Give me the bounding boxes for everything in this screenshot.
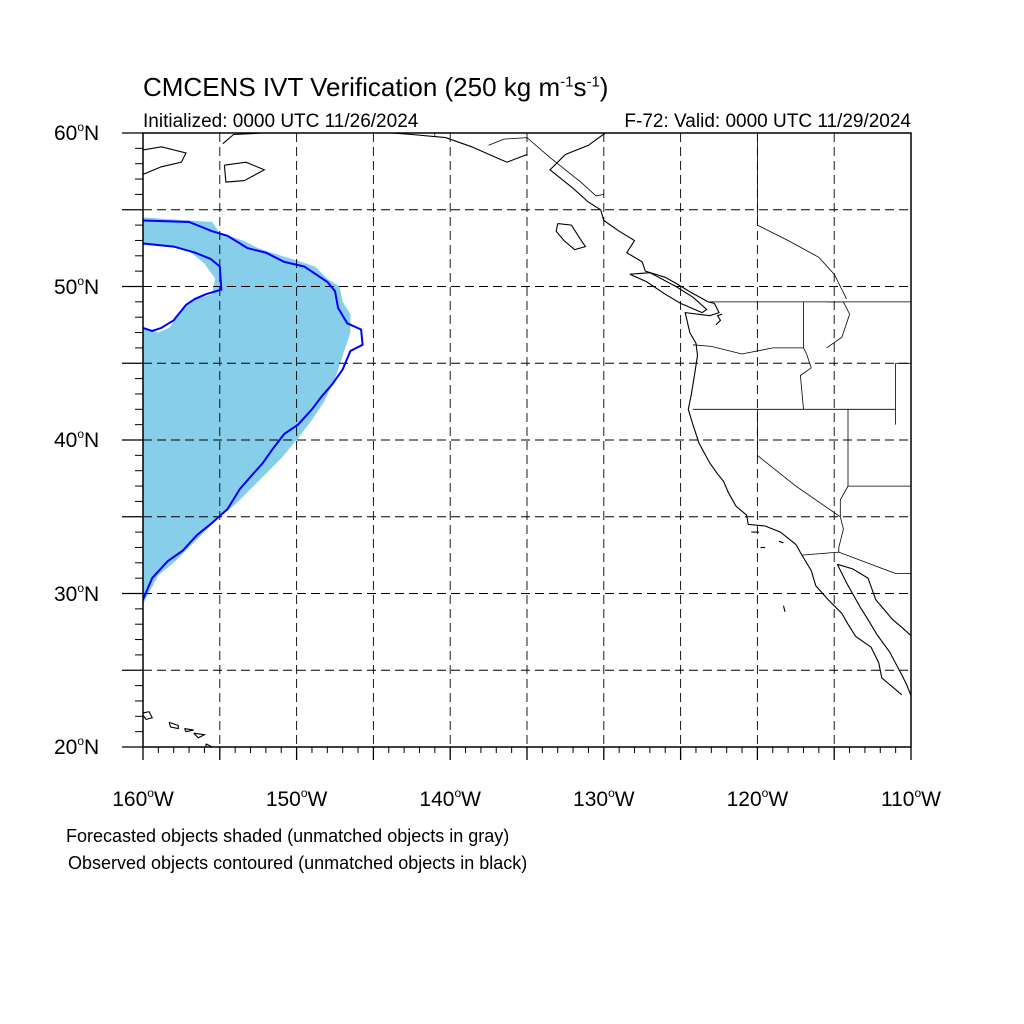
coastline — [143, 711, 153, 721]
political-border — [838, 516, 844, 553]
lon-label-130: 130oW — [573, 786, 635, 811]
caption-forecast: Forecasted objects shaded (unmatched obj… — [66, 826, 510, 846]
coastline — [629, 272, 708, 314]
lat-label-30: 30oN — [54, 580, 100, 606]
initialized-time-label: Initialized: 0000 UTC 11/26/2024 — [143, 111, 419, 132]
lat-label-20: 20oN — [54, 734, 100, 759]
lat-label-40: 40oN — [54, 427, 100, 452]
political-border — [757, 133, 847, 299]
coastline — [168, 721, 179, 730]
coastline — [555, 223, 587, 251]
coastline — [222, 133, 263, 145]
lon-label-160: 160oW — [112, 786, 174, 811]
lon-label-140: 140oW — [419, 786, 481, 811]
lon-label-150: 150oW — [265, 786, 328, 811]
lon-label-120: 120oW — [726, 786, 789, 811]
caption-observed: Observed objects contoured (unmatched ob… — [68, 853, 528, 873]
coastline — [782, 605, 786, 613]
valid-time-label: F-72: Valid: 0000 UTC 11/29/2024 — [624, 111, 911, 132]
coastline — [184, 728, 194, 733]
coastline — [549, 133, 903, 696]
coastline — [143, 146, 187, 175]
observed-ivt-contour — [143, 219, 364, 600]
lon-label-110: 110oW — [881, 786, 941, 811]
coastline — [778, 540, 784, 544]
coastline — [223, 161, 266, 183]
political-border — [757, 409, 841, 518]
political-border — [692, 344, 804, 355]
coastline — [193, 732, 207, 739]
political-border — [488, 137, 604, 197]
coastline — [391, 133, 528, 163]
observed-ivt-contour-inner — [143, 242, 223, 333]
political-border — [826, 301, 851, 349]
forecast-ivt-object — [143, 217, 351, 605]
lat-label-50: 50oN — [54, 273, 100, 299]
coastline — [715, 313, 723, 326]
political-border — [799, 301, 812, 410]
coastline — [837, 563, 911, 668]
chart-title: CMCENS IVT Verification (250 kg m-1s-1) — [143, 72, 609, 102]
political-border — [801, 551, 911, 574]
lat-label-60: 60oN — [54, 120, 100, 145]
coastline — [836, 564, 911, 698]
political-border — [839, 409, 849, 517]
